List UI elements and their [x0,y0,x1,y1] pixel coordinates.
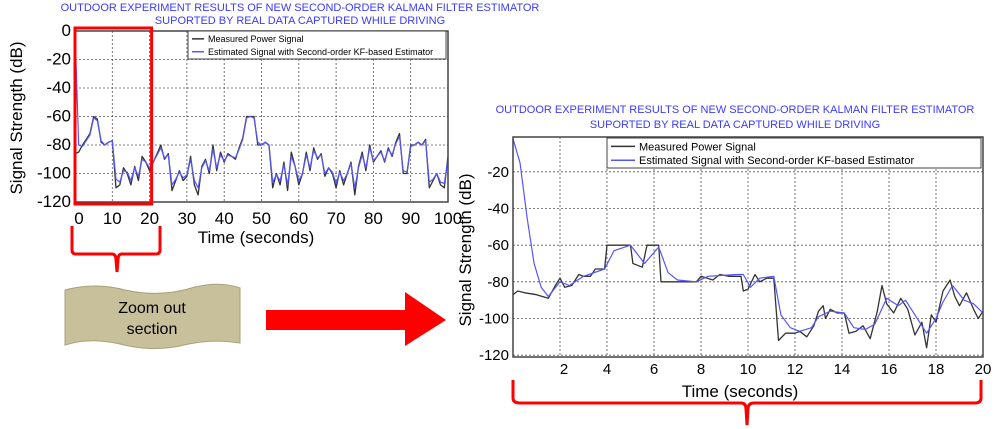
x-tick-label: 6 [650,361,658,378]
banner-label-line2: section [127,321,178,338]
x-tick-label: 90 [401,209,420,228]
x-tick-label: 40 [215,209,234,228]
plot-frame [512,136,984,358]
x-tick-label: 100 [434,209,462,228]
legend-entry: Estimated Signal with Second-order KF-ba… [208,47,433,57]
x-tick-label: 14 [834,361,851,378]
x-tick-label: 12 [787,361,804,378]
y-tick-label: -20 [46,50,71,69]
zoom-out-section-banner: Zoom out section [64,283,241,350]
x-tick-label: 70 [327,209,346,228]
legend-entry: Measured Power Signal [639,141,756,153]
overview-y-label: Signal Strength (dB) [7,41,26,194]
zoom-region-highlight [73,26,154,206]
zoomed-brace [511,380,983,426]
zoomed-x-label: Time (seconds) [682,382,799,401]
y-tick-label: -40 [487,201,509,218]
zoomed-title-line2: SUPORTED BY REAL DATA CAPTURED WHILE DRI… [590,119,880,131]
x-tick-label: 18 [928,361,945,378]
banner-label-line1: Zoom out [118,300,186,317]
x-tick-label: 10 [103,209,122,228]
y-tick-label: -80 [487,274,509,291]
y-tick-label: -120 [37,192,71,211]
y-tick-label: -60 [487,237,509,254]
y-tick-label: -100 [37,164,71,183]
y-tick-label: -100 [479,311,509,328]
y-tick-label: 0 [62,21,71,40]
overview-title-line1: OUTDOOR EXPERIMENT RESULTS OF NEW SECOND… [61,2,540,14]
x-tick-label: 2 [560,361,568,378]
x-tick-label: 20 [975,361,992,378]
x-tick-label: 30 [177,209,196,228]
x-tick-label: 16 [881,361,898,378]
overview-brace [70,226,162,273]
y-tick-label: -120 [479,347,509,364]
x-tick-label: 8 [697,361,705,378]
overview-x-label: Time (seconds) [198,228,315,247]
legend-box [606,137,982,169]
overview-title-line2: SUPORTED BY REAL DATA CAPTURED WHILE DRI… [155,15,445,27]
x-tick-label: 60 [289,209,308,228]
x-tick-label: 50 [252,209,271,228]
y-tick-label: -20 [487,164,509,181]
legend-entry: Estimated Signal with Second-order KF-ba… [639,155,914,167]
y-tick-label: -40 [46,78,71,97]
x-tick-label: 10 [740,361,757,378]
right-arrow-icon [266,292,446,346]
zoomed-y-label: Signal Strength (dB) [456,173,475,326]
zoomed-title-line1: OUTDOOR EXPERIMENT RESULTS OF NEW SECOND… [496,104,975,116]
x-tick-label: 4 [603,361,611,378]
y-tick-label: -60 [46,107,71,126]
estimated-signal-line [512,138,984,334]
x-tick-label: 20 [140,209,159,228]
legend-box [187,30,447,60]
estimated-signal-line [74,30,449,189]
x-tick-label: 0 [74,209,83,228]
overview-chart: OUTDOOR EXPERIMENT RESULTS OF NEW SECOND… [7,2,539,247]
x-tick-label: 80 [364,209,383,228]
legend-entry: Measured Power Signal [208,34,304,44]
zoomed-chart: OUTDOOR EXPERIMENT RESULTS OF NEW SECOND… [456,104,991,401]
y-tick-label: -80 [46,135,71,154]
